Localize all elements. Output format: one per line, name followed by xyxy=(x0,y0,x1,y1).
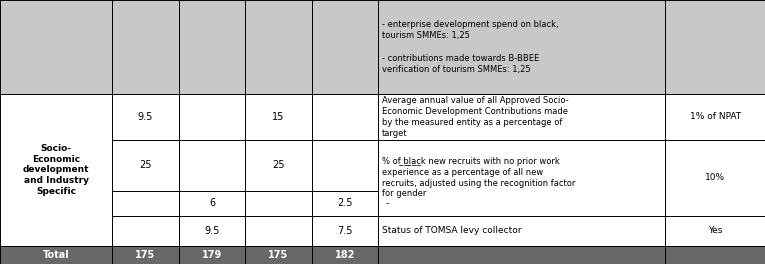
Bar xyxy=(379,216,666,246)
Bar xyxy=(179,140,246,191)
Bar xyxy=(379,191,666,216)
Text: Status of TOMSA levy collector: Status of TOMSA levy collector xyxy=(382,226,522,235)
Bar xyxy=(312,216,379,246)
Text: 15: 15 xyxy=(272,112,285,122)
Bar xyxy=(112,94,179,140)
Bar xyxy=(379,140,666,216)
Text: 179: 179 xyxy=(202,250,222,260)
Bar xyxy=(246,216,312,246)
Text: Total: Total xyxy=(43,250,70,260)
Bar xyxy=(112,0,179,94)
Bar xyxy=(179,216,246,246)
Text: 6: 6 xyxy=(209,198,215,208)
Bar xyxy=(0,246,112,264)
Text: 175: 175 xyxy=(135,250,155,260)
Bar xyxy=(666,140,765,191)
Bar xyxy=(112,246,179,264)
Text: % of ̲b̲l̲a̲c̲k new recruits with no prior work
experience as a percentage of al: % of ̲b̲l̲a̲c̲k new recruits with no pri… xyxy=(382,157,575,198)
Bar xyxy=(179,0,246,94)
Text: 25: 25 xyxy=(272,160,285,170)
Bar xyxy=(246,246,312,264)
Text: 2.5: 2.5 xyxy=(337,198,353,208)
Bar xyxy=(379,94,666,140)
Text: 7.5: 7.5 xyxy=(337,226,353,236)
Bar xyxy=(379,246,666,264)
Text: 182: 182 xyxy=(335,250,355,260)
Bar xyxy=(312,0,379,94)
Bar xyxy=(179,191,246,216)
Bar xyxy=(246,94,312,140)
Bar xyxy=(666,0,765,94)
Bar xyxy=(379,0,666,94)
Text: Socio-
Economic
development
and Industry
Specific: Socio- Economic development and Industry… xyxy=(23,144,90,196)
Bar xyxy=(312,140,379,191)
Text: 1% of NPAT: 1% of NPAT xyxy=(689,112,741,121)
Text: - enterprise development spend on black,
tourism SMMEs: 1,25

- contributions ma: - enterprise development spend on black,… xyxy=(382,20,558,74)
Bar xyxy=(112,191,179,216)
Bar xyxy=(246,191,312,216)
Bar xyxy=(0,0,112,94)
Bar xyxy=(312,246,379,264)
Bar xyxy=(666,94,765,140)
Bar xyxy=(312,94,379,140)
Bar xyxy=(179,94,246,140)
Text: 9.5: 9.5 xyxy=(138,112,153,122)
Text: Yes: Yes xyxy=(708,226,722,235)
Bar xyxy=(666,191,765,216)
Text: 9.5: 9.5 xyxy=(204,226,220,236)
Bar xyxy=(666,216,765,246)
Bar xyxy=(312,191,379,216)
Text: 25: 25 xyxy=(139,160,151,170)
Bar xyxy=(246,0,312,94)
Text: -: - xyxy=(386,199,389,208)
Bar xyxy=(179,246,246,264)
Bar xyxy=(112,140,179,191)
Bar xyxy=(112,216,179,246)
Bar xyxy=(0,94,112,246)
Bar xyxy=(666,140,765,216)
Text: 175: 175 xyxy=(269,250,288,260)
Text: Average annual value of all Approved Socio-
Economic Development Contributions m: Average annual value of all Approved Soc… xyxy=(382,96,569,138)
Text: 10%: 10% xyxy=(705,173,725,182)
Bar xyxy=(666,246,765,264)
Bar xyxy=(379,140,666,191)
Bar xyxy=(246,140,312,191)
